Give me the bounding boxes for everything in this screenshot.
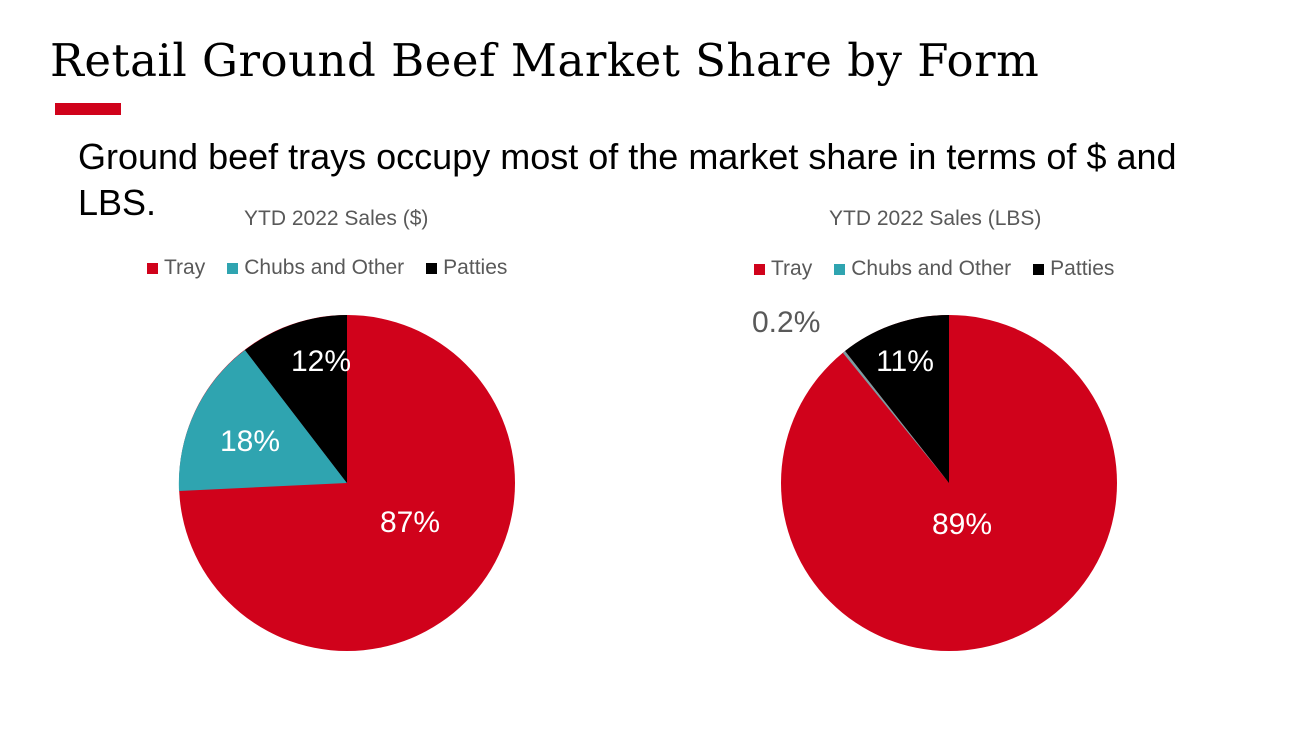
swatch-icon	[426, 262, 438, 274]
legend-item-tray: Tray	[147, 256, 205, 280]
swatch-icon	[834, 263, 846, 275]
pie-chart-dollars: 12% 18% 87%	[178, 315, 515, 651]
slice-chubs	[843, 351, 949, 483]
label-chubs-outside: 0.2%	[752, 306, 821, 339]
label-tray: 89%	[932, 508, 992, 541]
legend-lbs: Tray Chubs and Other Patties	[754, 257, 1136, 281]
swatch-icon	[147, 262, 158, 274]
swatch-icon	[1033, 263, 1045, 275]
swatch-icon	[227, 262, 239, 274]
label-chubs: 18%	[220, 425, 280, 458]
slice-patties	[845, 314, 949, 483]
label-patties: 11%	[876, 345, 934, 378]
slice-chubs	[178, 350, 347, 491]
legend-item-tray: Tray	[754, 257, 812, 281]
chart-title-lbs: YTD 2022 Sales (LBS)	[829, 207, 1042, 230]
slide-title: Retail Ground Beef Market Share by Form	[50, 34, 1040, 87]
title-accent-bar	[55, 103, 121, 115]
chart-title-dollars: YTD 2022 Sales ($)	[244, 207, 429, 230]
legend-item-patties: Patties	[1033, 257, 1114, 281]
legend-item-chubs: Chubs and Other	[227, 256, 404, 280]
legend-item-chubs: Chubs and Other	[834, 257, 1011, 281]
slide-subtitle: Ground beef trays occupy most of the mar…	[78, 136, 1177, 223]
swatch-icon	[754, 263, 765, 275]
legend-dollars: Tray Chubs and Other Patties	[147, 256, 529, 280]
pie-chart-lbs: 11% 89%	[781, 314, 1117, 651]
label-patties: 12%	[291, 345, 351, 378]
legend-item-patties: Patties	[426, 256, 507, 280]
label-tray: 87%	[380, 506, 440, 539]
